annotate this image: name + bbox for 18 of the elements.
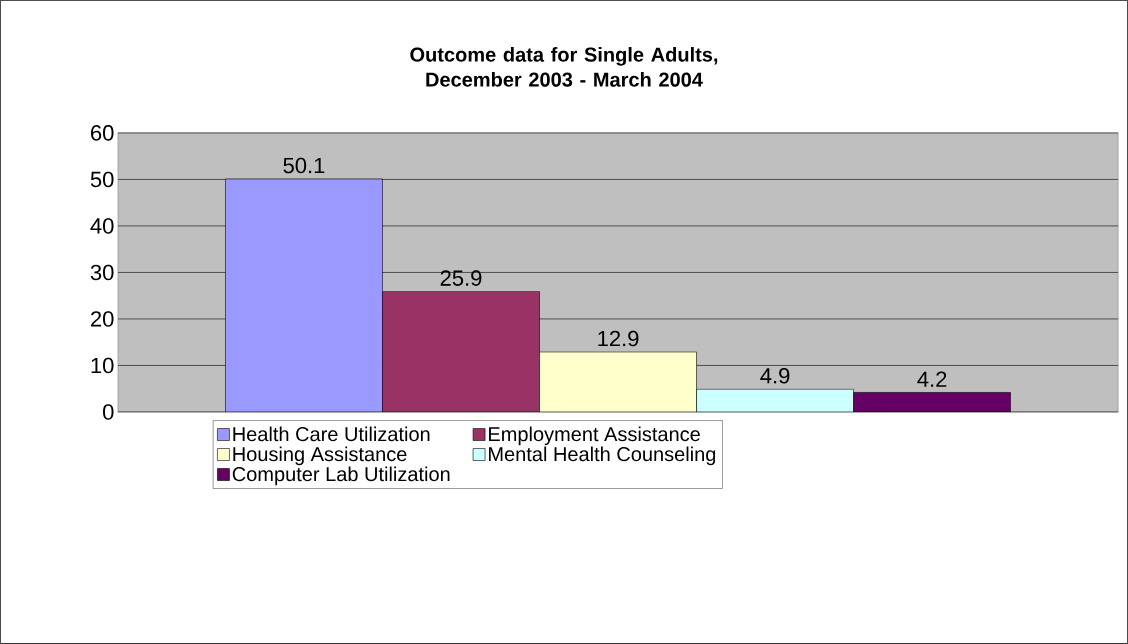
y-tick-label: 20 (91, 311, 114, 327)
legend-label: Health Care Utilization (233, 426, 430, 442)
data-label: 4.2 (917, 371, 947, 387)
data-label: 25.9 (440, 270, 482, 286)
legend-label: Housing Assistance (233, 446, 407, 466)
y-tick-label: 30 (90, 264, 114, 281)
data-label: 12.9 (598, 330, 639, 347)
chart-title: Outcome data for Single Adults, December 2003 - March 2004 (410, 47, 718, 87)
data-label: 50.1 (283, 157, 325, 174)
y-tick-label: 40 (90, 218, 114, 234)
y-tick-label: 50 (90, 171, 114, 188)
y-tick-label: 10 (91, 357, 114, 374)
legend-label: Mental Health Counseling (489, 446, 716, 466)
legend-label: Employment Assistance (489, 426, 700, 446)
y-tick-label: 0 (103, 404, 114, 420)
data-label: 4.9 (760, 368, 790, 384)
legend-label: Computer Lab Utilization (232, 466, 450, 486)
y-tick-label: 60 (91, 125, 114, 141)
